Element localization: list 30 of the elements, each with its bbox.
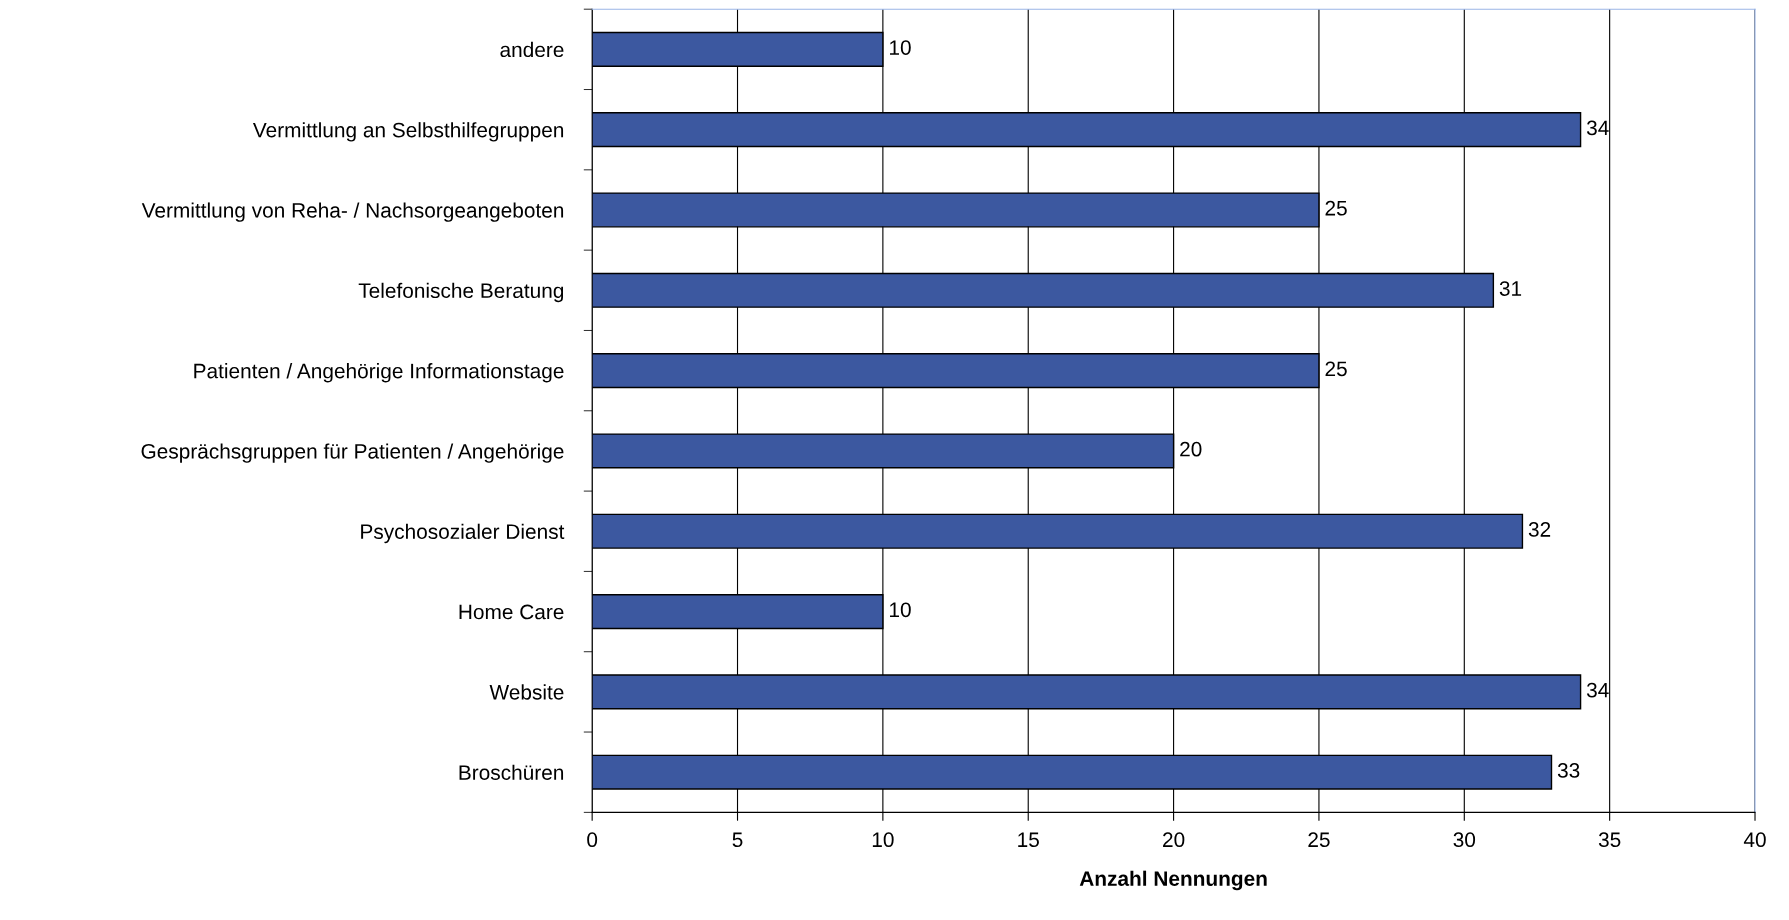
data-label: 32 — [1528, 522, 1551, 537]
x-tick-label: 20 — [1163, 832, 1185, 848]
y-tick-label: Patienten / Angehörige Informationstage — [194, 363, 564, 383]
x-tick-label: 15 — [1018, 832, 1039, 848]
x-axis-title: Anzahl Nennungen — [1079, 870, 1267, 891]
data-label: 31 — [1499, 281, 1522, 296]
data-label: 25 — [1325, 200, 1347, 216]
y-tick-label: Psychosozialer Dienst — [361, 523, 565, 544]
data-label: 10 — [890, 602, 911, 618]
x-tick-label: 25 — [1308, 832, 1330, 848]
y-tick-label: Broschüren — [459, 764, 564, 780]
y-tick-label: Vermittlung an Selbsthilfegruppen — [252, 122, 564, 142]
y-tick-label: Home Care — [459, 604, 564, 620]
y-tick-label: andere — [500, 41, 564, 58]
data-label: 33 — [1557, 763, 1580, 778]
data-label: 20 — [1180, 441, 1202, 457]
x-tick-label: 10 — [872, 832, 894, 848]
y-tick-label: Vermittlung von Reha- / Nachsorgeangeboten — [141, 202, 564, 222]
data-label: 34 — [1586, 682, 1609, 698]
y-tick-label: Website — [489, 684, 564, 700]
x-tick-label: 40 — [1743, 832, 1766, 848]
data-label: 10 — [890, 40, 911, 55]
data-label: 25 — [1325, 361, 1347, 377]
data-label: 34 — [1586, 120, 1609, 136]
x-tick-label: 5 — [732, 832, 743, 848]
x-tick-label: 35 — [1598, 832, 1621, 848]
x-tick-label: 0 — [587, 832, 598, 848]
y-tick-label: Telefonische Beratung — [358, 282, 564, 303]
x-tick-label: 30 — [1453, 832, 1476, 848]
y-tick-label: Gesprächsgruppen für Patienten / Angehörige — [141, 443, 564, 463]
